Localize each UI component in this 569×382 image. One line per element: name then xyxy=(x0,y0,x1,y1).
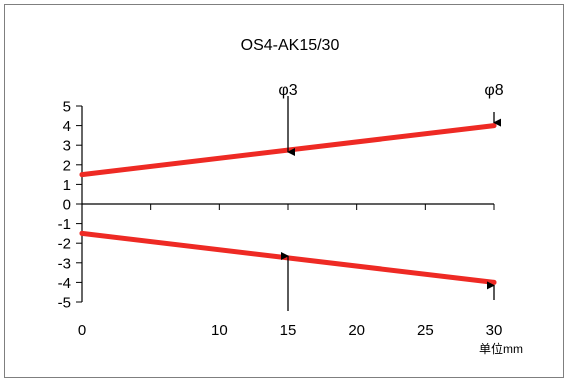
y-tick-label: -2 xyxy=(58,236,71,253)
data-point xyxy=(79,230,85,236)
y-tick-label: 1 xyxy=(63,177,71,194)
y-tick-label: 3 xyxy=(63,138,71,155)
y-tick-label: 2 xyxy=(63,157,71,174)
x-tick-label: 30 xyxy=(486,322,503,339)
y-tick-label: 0 xyxy=(63,197,71,214)
x-tick-label: 15 xyxy=(280,322,297,339)
x-tick-label: 20 xyxy=(348,322,365,339)
chart-border xyxy=(4,4,564,378)
y-tick-label: -4 xyxy=(58,275,71,292)
y-tick-label: -3 xyxy=(58,255,71,272)
diameter-label: φ8 xyxy=(484,82,503,99)
chart-title: OS4-AK15/30 xyxy=(241,37,340,54)
x-tick-label: 10 xyxy=(211,322,228,339)
unit-label: 单位mm xyxy=(479,341,523,356)
data-point xyxy=(491,279,497,285)
data-point xyxy=(79,172,85,178)
x-tick-label: 0 xyxy=(78,322,86,339)
diameter-label: φ3 xyxy=(278,82,297,99)
y-tick-label: -1 xyxy=(58,216,71,233)
y-tick-label: -5 xyxy=(58,295,71,312)
y-tick-label: 5 xyxy=(63,99,71,116)
y-tick-label: 4 xyxy=(63,118,71,135)
data-point xyxy=(491,123,497,129)
x-tick-label: 25 xyxy=(417,322,434,339)
